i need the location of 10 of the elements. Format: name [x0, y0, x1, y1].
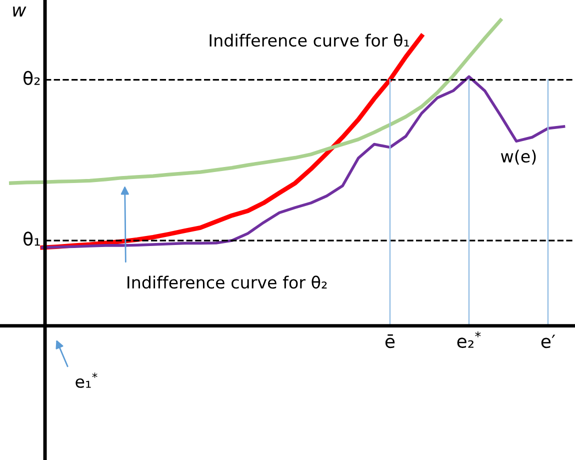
- y-axis-title: w: [13, 6, 26, 16]
- annotation: Indifference curve for θ₂: [128, 276, 327, 289]
- ref-line-label: θ₂: [24, 70, 40, 85]
- annotation: w(e): [500, 150, 536, 165]
- x-tick-label: ē: [385, 334, 395, 348]
- ref-line-label: θ₁: [24, 232, 40, 246]
- annotation: Indifference curve for θ₁: [210, 34, 410, 47]
- x-tick-label: e₂$^{*}$: [457, 331, 481, 348]
- x-tick-label: e′: [541, 334, 556, 348]
- text: e₁$^{*}$: [76, 372, 98, 388]
